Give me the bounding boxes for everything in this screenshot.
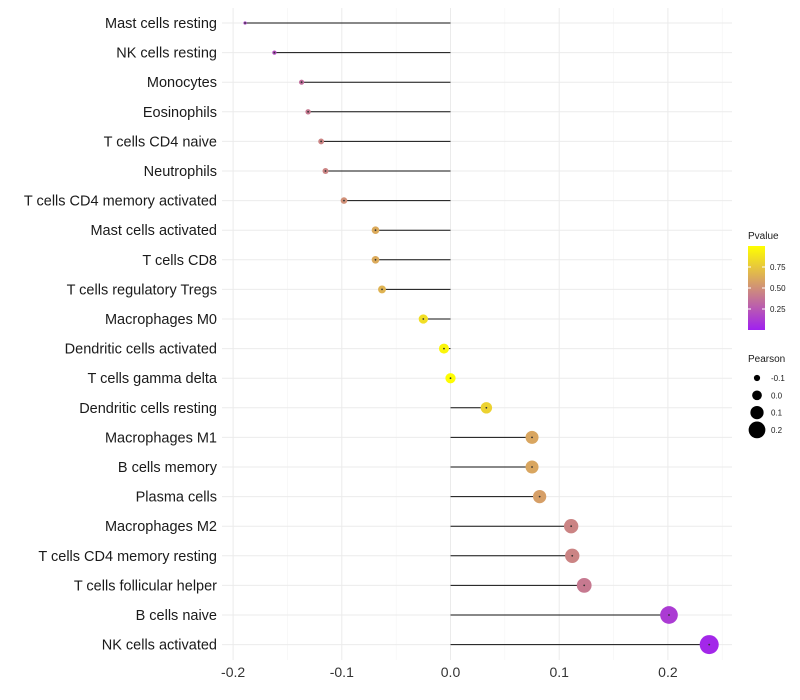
x-axis-ticks: -0.2 -0.1 0.0 0.1 0.2 [221,664,678,680]
category-label: B cells naive [136,608,217,624]
category-label: Mast cells resting [105,16,217,32]
lollipop-point-center [531,466,533,468]
category-label: B cells memory [118,460,218,476]
category-label: T cells CD8 [142,253,217,269]
lollipop-point-center [571,554,574,557]
lollipop-point-center [374,258,377,261]
size-legend-dot [748,421,766,439]
colorbar-tick-label: 0.25 [770,305,786,314]
x-tick-label: 0.0 [441,664,461,680]
size-legend-dot [752,390,762,401]
category-label: T cells gamma delta [88,371,218,387]
lollipop-point-center [320,140,323,143]
lollipop-point-center [485,406,488,409]
lollipop-point-center [343,199,345,202]
category-label: T cells CD4 naive [104,134,217,150]
x-tick-label: 0.2 [658,664,678,680]
lollipop-point-center [374,229,377,232]
category-label: Macrophages M2 [105,519,217,535]
lollipop-points [243,21,719,655]
size-legend-label: 0.0 [771,391,783,400]
colorbar-tick-label: 0.50 [770,284,786,293]
lollipop-point-center [244,22,246,24]
lollipop-point-center [300,81,303,84]
category-label: Mast cells activated [90,223,217,239]
lollipop-point-center [449,377,452,380]
lollipop-point-center [583,584,586,587]
size-legend-label: 0.2 [771,426,783,435]
lollipop-point-center [273,51,276,54]
category-label: T cells follicular helper [74,578,217,594]
category-label: NK cells resting [116,46,217,62]
lollipop-point-center [422,318,425,320]
colorbar-tick-label: 0.75 [770,263,786,272]
category-label: T cells regulatory Tregs [67,282,217,298]
x-tick-label: -0.2 [221,664,245,680]
x-tick-label: 0.1 [549,664,569,680]
lollipop-point-center [708,643,711,646]
lollipop-point-center [381,288,383,291]
category-label: NK cells activated [102,638,217,654]
lollipop-point-center [668,614,670,616]
category-label: Macrophages M0 [105,312,217,328]
lollipop-point-center [324,170,327,172]
size-legend-label: 0.1 [771,409,783,418]
pearson-legend: Pearson -0.1 0.0 0.1 0.2 [748,354,785,439]
pvalue-legend-title: Pvalue [748,231,779,242]
lollipop-point-center [443,347,445,350]
size-legend-label: -0.1 [771,374,785,383]
category-label: Plasma cells [136,490,217,506]
category-label: Macrophages M1 [105,430,217,446]
category-label: T cells CD4 memory resting [38,549,217,565]
lollipop-stems [245,22,710,646]
lollipop-point-center [538,495,541,498]
pearson-legend-title: Pearson [748,354,785,365]
category-label: Dendritic cells resting [79,401,217,417]
category-label: T cells CD4 memory activated [24,194,217,210]
category-label: Neutrophils [144,164,217,180]
grid [222,8,732,660]
category-label: Dendritic cells activated [65,342,217,358]
x-tick-label: -0.1 [330,664,354,680]
category-label: Eosinophils [143,105,217,121]
pvalue-colorbar [748,246,765,330]
lollipop-point-center [570,525,573,528]
category-labels: Mast cells resting NK cells resting Monocy… [24,16,218,654]
category-label: Monocytes [147,75,217,91]
size-legend-dot [750,405,764,420]
lollipop-point-center [531,436,533,439]
pvalue-legend: Pvalue 0.75 0.50 0.25 [748,231,786,330]
lollipop-point-center [307,110,310,113]
size-legend-dot [753,374,761,382]
